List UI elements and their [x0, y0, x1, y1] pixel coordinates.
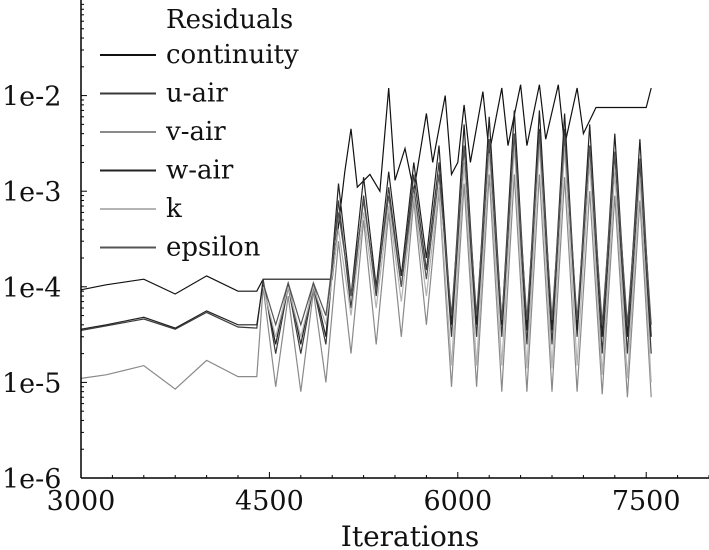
- series-layer: [80, 84, 652, 398]
- y-tick-label: 1e-3: [2, 177, 61, 208]
- legend-label-v-air: v-air: [165, 117, 226, 147]
- y-tick-label: 1e-5: [2, 368, 61, 399]
- y-tick-label: 1e-4: [2, 273, 61, 304]
- legend-title: Residuals: [166, 5, 293, 35]
- series-line-k: [262, 145, 652, 383]
- ticks-layer: 1e-6 1e-5 1e-4 1e-3 1e-2 3000 4500 6000 7500: [2, 3, 709, 517]
- legend: Residuals continuity u-air v-air w-air k epsi…: [100, 5, 299, 263]
- series-line-continuity: [80, 84, 652, 295]
- legend-label-k: k: [166, 194, 182, 224]
- x-tick-label: 4500: [235, 486, 304, 517]
- x-tick-label: 7500: [612, 486, 681, 517]
- legend-label-w-air: w-air: [166, 156, 234, 186]
- legend-label-u-air: u-air: [166, 79, 228, 109]
- x-axis-label: Iterations: [341, 520, 479, 550]
- legend-label-epsilon: epsilon: [166, 233, 261, 263]
- y-tick-label: 1e-6: [2, 464, 61, 495]
- series-line-epsilon: [262, 133, 652, 327]
- legend-label-continuity: continuity: [166, 40, 299, 70]
- y-tick-label: 1e-2: [2, 82, 61, 113]
- x-tick-label: 6000: [423, 486, 492, 517]
- x-tick-label: 3000: [47, 486, 116, 517]
